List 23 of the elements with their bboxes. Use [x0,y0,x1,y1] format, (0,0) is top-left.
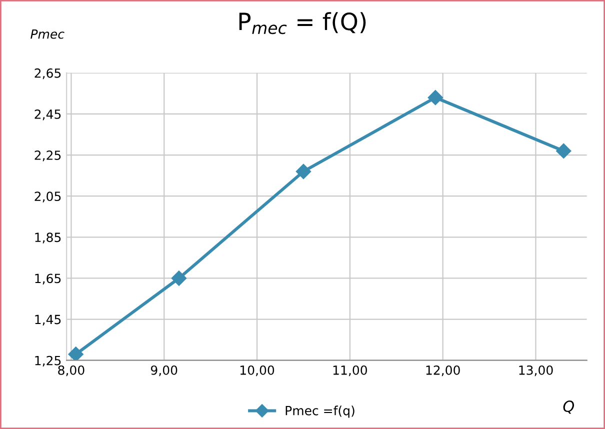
point [68,346,84,360]
y-tick-label: 1,25 [35,356,61,367]
y-tick-label: 2,05 [34,192,61,202]
point [171,270,187,286]
x-tick-label: 12,00 [426,365,460,376]
y-tick-label: 1,45 [35,314,61,326]
y-tick-label: 2,25 [34,150,61,162]
y-tick-label: 2,65 [34,68,61,80]
y-axis-title: Pmec [30,29,64,39]
y-tick-label: 2,45 [34,109,61,120]
x-tick-label: 8,00 [58,365,84,376]
point [296,164,312,180]
y-tick-label: 1,65 [35,274,61,284]
x-tick-label: 9,00 [150,365,178,376]
x-axis-title: Q [563,400,574,414]
x-tick-label: 11,00 [333,365,367,376]
chart-title: P$_{mec}$ = f(Q) [239,12,366,34]
x-tick-label: 13,00 [519,365,553,376]
point [556,143,572,159]
legend-label: Pmec =f(q) [286,406,354,418]
point [428,90,443,106]
x-tick-label: 10,00 [240,365,274,376]
y-tick-label: 1,85 [35,232,61,244]
